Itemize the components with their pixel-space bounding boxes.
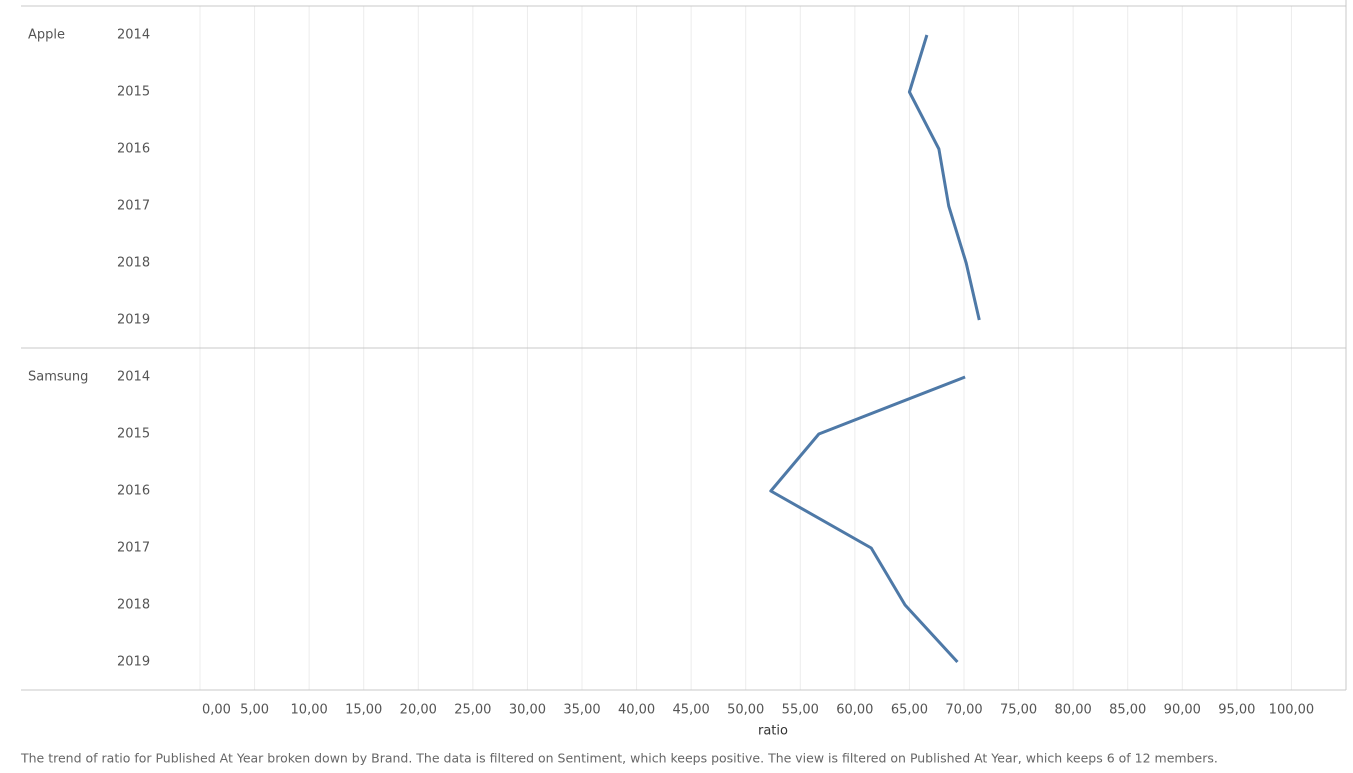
row-header-year: 2017: [117, 199, 150, 214]
row-header-year: 2018: [117, 598, 150, 613]
x-tick-label: 30,00: [509, 703, 546, 718]
row-header-year: 2015: [117, 427, 150, 442]
x-tick-label: 95,00: [1218, 703, 1255, 718]
x-tick-label: 10,00: [291, 703, 328, 718]
x-tick-label: 15,00: [345, 703, 382, 718]
row-header-year: 2014: [117, 28, 150, 43]
row-header-year: 2016: [117, 142, 150, 157]
x-tick-label: 0,00: [202, 703, 231, 718]
row-header-year: 2017: [117, 541, 150, 556]
x-tick-label: 55,00: [782, 703, 819, 718]
row-header-brand: Samsung: [28, 370, 88, 385]
row-header-year: 2015: [117, 85, 150, 100]
x-tick-label: 5,00: [240, 703, 269, 718]
x-tick-label: 100,00: [1269, 703, 1315, 718]
x-tick-label: 70,00: [945, 703, 982, 718]
trend-line: [769, 375, 966, 664]
row-header-year: 2014: [117, 370, 150, 385]
x-tick-label: 65,00: [891, 703, 928, 718]
x-tick-label: 20,00: [400, 703, 437, 718]
x-tick-label: 60,00: [836, 703, 873, 718]
x-tick-label: 50,00: [727, 703, 764, 718]
row-header-brand: Apple: [28, 28, 65, 43]
x-tick-label: 45,00: [673, 703, 710, 718]
caption: The trend of ratio for Published At Year…: [20, 751, 1218, 766]
row-header-year: 2018: [117, 256, 150, 271]
x-axis-label: ratio: [758, 724, 788, 739]
row-header-year: 2019: [117, 313, 150, 328]
x-tick-label: 25,00: [454, 703, 491, 718]
row-header-year: 2016: [117, 484, 150, 499]
row-header-year: 2019: [117, 655, 150, 670]
x-tick-label: 90,00: [1164, 703, 1201, 718]
x-tick-label: 40,00: [618, 703, 655, 718]
x-tick-label: 80,00: [1055, 703, 1092, 718]
trend-line: [907, 34, 981, 321]
x-tick-label: 35,00: [563, 703, 600, 718]
x-tick-label: 75,00: [1000, 703, 1037, 718]
x-tick-label: 85,00: [1109, 703, 1146, 718]
